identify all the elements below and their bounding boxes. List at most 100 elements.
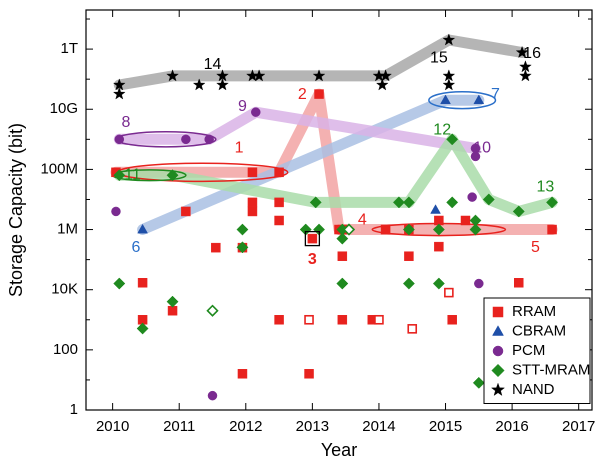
stt-mram-point <box>446 133 459 146</box>
nand-point <box>112 87 126 100</box>
pcm-point <box>467 192 477 202</box>
data-points <box>111 33 559 401</box>
legend-items: RRAM CBRAM PCM STT-MRAM NAND <box>491 303 590 398</box>
rram-point <box>181 206 191 217</box>
stt-mram-point <box>336 277 349 290</box>
nand-point <box>252 69 266 82</box>
rram-point <box>514 278 524 288</box>
rram-point <box>237 369 248 379</box>
rram-point <box>247 197 258 208</box>
cbram-point <box>440 94 451 105</box>
rram-point <box>404 251 414 261</box>
x-tick-label: 2014 <box>362 418 395 435</box>
rram-point <box>337 315 348 325</box>
rram-point <box>307 233 318 244</box>
stt-mram-point <box>402 277 415 290</box>
rram-point <box>247 206 258 217</box>
stt-mram-point <box>546 196 559 209</box>
trend-line-stt-mram <box>113 133 558 217</box>
annotation-label: 11 <box>124 166 141 183</box>
rram-point <box>304 369 314 379</box>
annotation-label: 3 <box>308 251 317 268</box>
pcm-point <box>204 134 214 145</box>
stt-mram-hollow-point <box>342 223 356 236</box>
rram-hollow-point <box>374 314 384 325</box>
stt-mram-point <box>402 196 415 209</box>
y-tick-label: 1T <box>60 40 78 57</box>
pcm-point <box>114 134 125 145</box>
cbram-point <box>430 204 441 214</box>
nand-point <box>375 78 389 91</box>
legend: RRAM CBRAM PCM STT-MRAM NAND <box>483 297 591 404</box>
cbram-point <box>137 223 148 234</box>
annotation-label: 14 <box>204 56 222 73</box>
rram-point <box>547 224 557 235</box>
annotation-label: 10 <box>473 140 491 157</box>
axis-ticks: 2010 2011 2012 2013 2014 2015 2016 2017 1 100 10K 1… <box>40 10 595 435</box>
legend-label: RRAM <box>512 303 556 320</box>
rram-hollow-point <box>444 287 454 298</box>
annotation-label: 4 <box>358 212 367 229</box>
rram-point <box>247 167 258 178</box>
annotation-label: 6 <box>131 239 140 256</box>
highlight-ellipse <box>428 91 497 110</box>
x-tick-label: 2017 <box>562 418 595 435</box>
y-tick-label: 100 <box>53 341 78 358</box>
stt-mram-point <box>402 223 415 236</box>
stt-mram-point <box>472 376 485 389</box>
x-tick-label: 2016 <box>495 418 528 435</box>
rram-point <box>274 315 284 325</box>
nand-point <box>166 69 179 82</box>
legend-label: STT-MRAM <box>512 361 590 378</box>
stt-mram-point <box>336 232 349 245</box>
plot-frame <box>85 9 593 411</box>
x-tick-label: 2010 <box>96 418 129 435</box>
rram-point <box>274 197 284 208</box>
nand-point <box>442 78 456 91</box>
x-axis-title: Year <box>321 440 357 460</box>
annotation-label: 15 <box>430 49 448 66</box>
legend-label: NAND <box>512 381 555 398</box>
annotation-label: 9 <box>238 98 247 115</box>
legend-label: CBRAM <box>512 322 566 339</box>
legend-marker <box>492 325 504 336</box>
rram-point <box>274 167 284 178</box>
rram-point <box>274 215 284 226</box>
nand-point <box>442 33 456 46</box>
rram-point <box>314 89 324 99</box>
y-tick-label: 100M <box>40 160 78 177</box>
annotation-label: 8 <box>121 114 130 131</box>
y-axis-title: Storage Capacity (bit) <box>6 123 26 297</box>
stt-mram-point <box>113 277 126 290</box>
y-tick-label: 10G <box>50 100 78 117</box>
nand-point <box>312 69 326 82</box>
y-tick-label: 1 <box>70 401 78 418</box>
rram-point <box>447 315 457 325</box>
stt-mram-point <box>236 241 249 254</box>
pcm-point <box>111 206 121 217</box>
legend-marker <box>492 306 504 318</box>
rram-point <box>211 242 221 253</box>
stt-mram-hollow-point <box>206 304 219 317</box>
nand-point <box>192 78 206 91</box>
rram-point <box>460 215 471 226</box>
trend-line-pcm <box>113 106 481 154</box>
annotation-label: 7 <box>491 86 500 103</box>
stt-mram-point <box>166 295 179 308</box>
rram-hollow-point <box>304 314 314 325</box>
nand-point <box>379 69 392 82</box>
annotation-label: 13 <box>536 179 554 196</box>
nand-point <box>515 45 529 58</box>
stt-mram-point <box>469 214 482 227</box>
legend-marker <box>492 345 504 357</box>
cbram-point <box>473 94 485 105</box>
stt-mram-point <box>113 169 126 182</box>
rram-point <box>434 241 444 252</box>
x-tick-label: 2011 <box>163 418 195 435</box>
stt-mram-point <box>469 223 482 236</box>
annotation-label: 5 <box>531 239 540 256</box>
stt-mram-point <box>512 205 525 218</box>
